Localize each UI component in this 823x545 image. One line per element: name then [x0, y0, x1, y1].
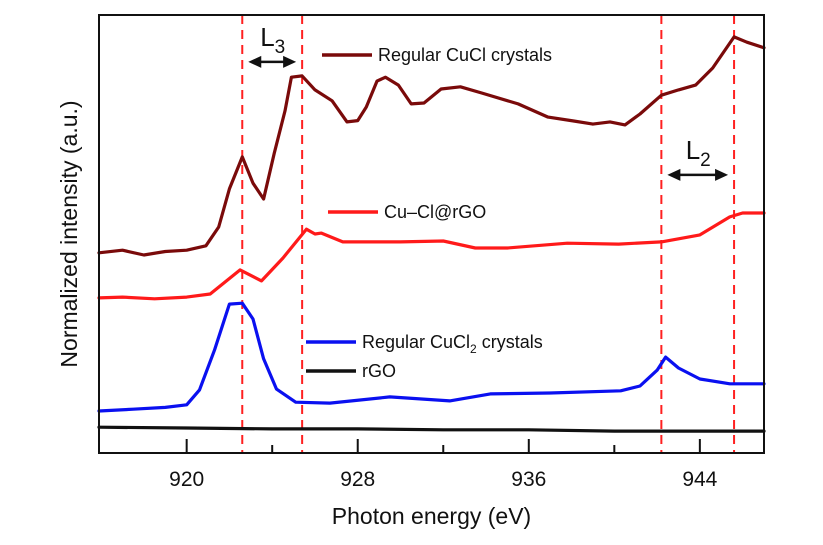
- legend-label: Cu–Cl@rGO: [384, 202, 486, 222]
- annotation-label-L2: L2: [686, 135, 711, 171]
- x-tick-label: 944: [682, 468, 717, 491]
- annotations: L3 L2: [248, 22, 729, 181]
- x-ticks: 920 928 936 944: [169, 439, 718, 491]
- series-line-regular-cucl-crystals: [97, 35, 766, 257]
- legend-label: rGO: [362, 361, 396, 381]
- plot-frame: [98, 14, 765, 454]
- arrow-head-left-icon: [248, 55, 262, 68]
- arrow-head-right-icon: [283, 55, 297, 68]
- reference-lines: [241, 15, 736, 453]
- series-group: [97, 35, 766, 433]
- x-axis-title: Photon energy (eV): [332, 503, 531, 529]
- x-tick-label: 920: [169, 468, 204, 491]
- legend-label: Regular CuCl2 crystals: [362, 332, 543, 356]
- y-axis-title: Normalized intensity (a.u.): [56, 100, 82, 367]
- series-line-regular-cucl-crystals: [97, 301, 766, 413]
- series-line-cu-cl-rgo: [97, 211, 766, 301]
- arrow-head-left-icon: [667, 168, 681, 181]
- x-tick-label: 936: [511, 468, 546, 491]
- series-line-rgo: [97, 425, 766, 433]
- annotation-label-L3: L3: [260, 22, 285, 58]
- legend-label: Regular CuCl crystals: [378, 45, 552, 65]
- arrow-head-right-icon: [715, 168, 729, 181]
- legend: Regular CuCl crystals Cu–Cl@rGO Regular Cu…: [306, 45, 552, 381]
- x-tick-label: 928: [340, 468, 375, 491]
